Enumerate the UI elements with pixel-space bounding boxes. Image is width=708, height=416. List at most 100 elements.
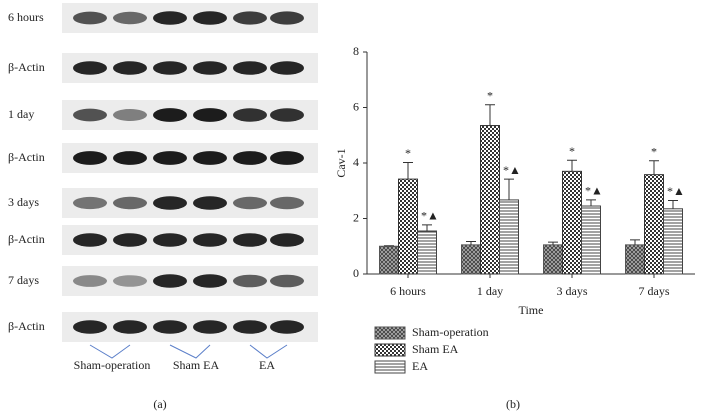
group-connector <box>89 344 131 359</box>
band <box>113 233 147 247</box>
x-tick-label: 3 days <box>557 284 588 298</box>
band <box>73 61 107 75</box>
band <box>113 320 147 334</box>
band <box>233 196 267 210</box>
y-tick-label: 4 <box>353 155 359 169</box>
significance-marker: * <box>405 146 411 160</box>
error-bar <box>384 245 394 247</box>
band <box>113 151 147 165</box>
band <box>153 61 187 75</box>
error-bar <box>422 224 432 231</box>
band <box>193 196 227 210</box>
significance-marker: * <box>569 144 575 158</box>
band <box>270 274 304 288</box>
bar <box>499 199 519 275</box>
band <box>113 11 147 25</box>
band <box>113 275 147 287</box>
band <box>153 233 187 247</box>
row-label: 7 days <box>8 273 39 287</box>
row-label: β-Actin <box>8 232 45 246</box>
legend-label: Sham-operation <box>412 325 489 339</box>
bar <box>398 178 418 275</box>
group-label: Sham-operation <box>74 358 151 372</box>
band <box>153 11 187 25</box>
row-label: β-Actin <box>8 319 45 333</box>
legend-swatch <box>374 343 406 357</box>
bar <box>543 244 563 275</box>
band <box>270 151 304 165</box>
band <box>193 108 227 122</box>
bar <box>417 230 437 275</box>
legend-label: EA <box>412 359 428 373</box>
bar <box>379 245 399 275</box>
panel-caption: (b) <box>506 397 520 411</box>
y-tick-label: 8 <box>353 44 359 58</box>
significance-marker: * <box>487 88 493 102</box>
band <box>193 11 227 25</box>
band <box>153 274 187 288</box>
group-label: Sham EA <box>173 358 220 372</box>
x-axis-title: Time <box>519 303 544 317</box>
significance-marker: *▲ <box>585 184 603 198</box>
band <box>193 61 227 75</box>
band <box>153 108 187 122</box>
group-connector <box>249 344 288 359</box>
band <box>270 61 304 75</box>
error-bar <box>504 178 514 200</box>
row-label: 6 hours <box>8 10 44 24</box>
band <box>193 233 227 247</box>
error-bar <box>466 241 476 245</box>
band <box>270 196 304 210</box>
bar <box>480 125 500 275</box>
x-tick-label: 6 hours <box>390 284 426 298</box>
band <box>233 151 267 165</box>
x-tick-label: 7 days <box>639 284 670 298</box>
bar <box>461 244 481 275</box>
significance-marker: *▲ <box>421 209 439 223</box>
band <box>233 320 267 334</box>
bar <box>644 174 664 275</box>
bar <box>581 205 601 275</box>
blot-panel: 6 hours β-Actin 1 day β-Actin 3 days β-Actin 7… <box>8 3 318 411</box>
band <box>113 109 147 121</box>
error-bar <box>630 239 640 245</box>
significance-marker: * <box>651 145 657 159</box>
band <box>113 196 147 210</box>
x-tick-label: 1 day <box>477 284 503 298</box>
band <box>73 196 107 210</box>
bar <box>625 244 645 275</box>
bar <box>562 170 582 275</box>
y-tick-label: 2 <box>353 210 359 224</box>
band <box>233 61 267 75</box>
row-label: β-Actin <box>8 60 45 74</box>
error-bar <box>403 161 413 180</box>
band <box>270 11 304 25</box>
band <box>73 275 107 287</box>
error-bar <box>586 199 596 207</box>
band <box>233 274 267 288</box>
band <box>73 151 107 165</box>
band <box>193 320 227 334</box>
band <box>153 151 187 165</box>
significance-marker: *▲ <box>667 184 685 198</box>
legend-label: Sham EA <box>412 342 459 356</box>
y-tick-label: 6 <box>353 99 359 113</box>
group-connector <box>169 344 211 359</box>
error-bar <box>548 241 558 245</box>
row-label: 1 day <box>8 107 34 121</box>
row-label: β-Actin <box>8 150 45 164</box>
bar-chart: 0 2 4 6 8 Cav-1 Time 6 hours * *▲ 1 day * *▲ 3 days * *… <box>334 44 695 411</box>
band <box>73 233 107 247</box>
error-bar <box>668 199 678 209</box>
band <box>153 320 187 334</box>
band <box>73 11 107 25</box>
band <box>270 320 304 334</box>
error-bar <box>567 159 577 172</box>
band <box>73 108 107 122</box>
significance-marker: *▲ <box>503 163 521 177</box>
error-bar <box>485 104 495 126</box>
band <box>233 108 267 122</box>
error-bar <box>649 160 659 175</box>
y-tick-label: 0 <box>353 266 359 280</box>
